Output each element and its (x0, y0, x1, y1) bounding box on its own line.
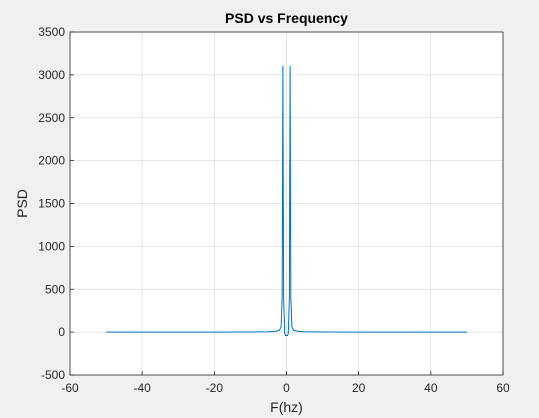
x-tick-label: 20 (352, 381, 366, 395)
x-axis-label: F(hz) (270, 399, 303, 415)
y-tick-label: 500 (45, 282, 65, 296)
y-tick-label: 2000 (38, 154, 65, 168)
psd-series-line (106, 65, 467, 337)
y-tick-label: 2500 (38, 111, 65, 125)
x-tick-label: 40 (424, 381, 438, 395)
series-layer (106, 65, 467, 337)
y-tick-label: 3500 (38, 25, 65, 39)
tick-marks (69, 31, 504, 376)
y-tick-label: 0 (58, 325, 65, 339)
y-tick-labels: -500 0 500 1000 1500 2000 2500 3000 3500 (38, 25, 65, 382)
x-tick-label: -60 (61, 381, 79, 395)
y-tick-label: -500 (41, 368, 65, 382)
y-tick-label: 1000 (38, 239, 65, 253)
x-tick-labels: -60 -40 -20 0 20 40 60 (61, 381, 510, 395)
x-tick-label: 60 (496, 381, 510, 395)
y-tick-label: 3000 (38, 68, 65, 82)
y-tick-label: 1500 (38, 197, 65, 211)
y-axis-label: PSD (14, 189, 30, 218)
x-tick-label: -40 (133, 381, 151, 395)
chart-title: PSD vs Frequency (225, 10, 348, 26)
x-tick-label: 0 (283, 381, 290, 395)
x-tick-label: -20 (206, 381, 224, 395)
